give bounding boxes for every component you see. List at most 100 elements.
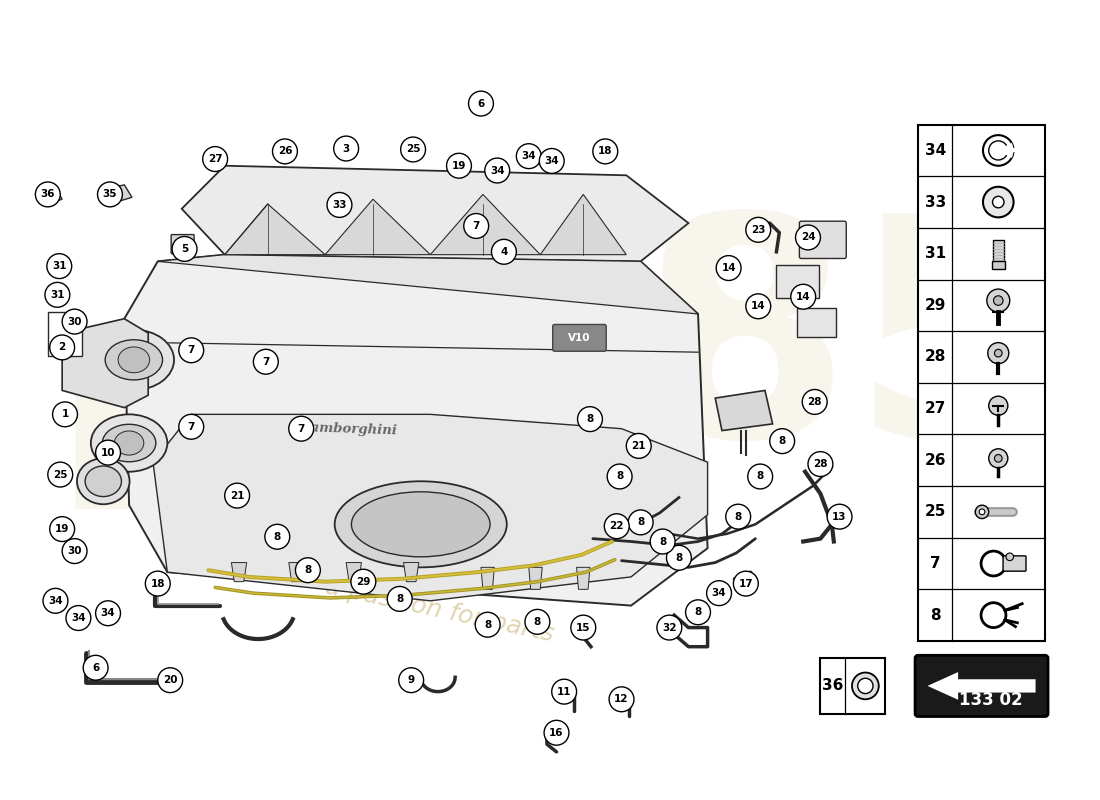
Text: 30: 30 — [67, 546, 81, 556]
Circle shape — [993, 296, 1003, 306]
Circle shape — [400, 137, 426, 162]
Text: 14: 14 — [751, 302, 766, 311]
Circle shape — [45, 282, 69, 307]
Circle shape — [988, 342, 1009, 364]
Circle shape — [994, 350, 1002, 357]
Circle shape — [726, 504, 750, 529]
Circle shape — [746, 218, 771, 242]
Ellipse shape — [94, 330, 174, 390]
Circle shape — [650, 529, 675, 554]
Text: 10: 10 — [101, 447, 116, 458]
Circle shape — [47, 254, 72, 278]
Text: 8: 8 — [694, 607, 702, 618]
Wedge shape — [999, 142, 1013, 158]
Circle shape — [685, 600, 711, 625]
Circle shape — [202, 146, 228, 171]
Polygon shape — [224, 204, 326, 254]
Text: 6: 6 — [477, 98, 485, 109]
Circle shape — [398, 668, 424, 693]
Text: 36: 36 — [822, 678, 844, 694]
Text: 21: 21 — [230, 490, 244, 501]
Circle shape — [748, 464, 772, 489]
Circle shape — [626, 434, 651, 458]
Text: 11: 11 — [557, 686, 571, 697]
Circle shape — [485, 158, 509, 183]
Circle shape — [172, 237, 197, 262]
Circle shape — [469, 91, 494, 116]
Circle shape — [657, 615, 682, 640]
Text: 15: 15 — [576, 622, 591, 633]
Circle shape — [989, 141, 1008, 160]
Text: 23: 23 — [751, 225, 766, 234]
Polygon shape — [103, 185, 132, 204]
Text: 8: 8 — [930, 608, 940, 622]
FancyBboxPatch shape — [172, 234, 194, 254]
Text: 7: 7 — [297, 424, 305, 434]
Text: 18: 18 — [598, 146, 613, 156]
Circle shape — [989, 449, 1008, 468]
Circle shape — [157, 668, 183, 693]
Polygon shape — [540, 194, 626, 254]
Circle shape — [333, 136, 359, 161]
Text: 34: 34 — [48, 596, 63, 606]
Text: 34: 34 — [101, 608, 116, 618]
Text: 35: 35 — [102, 190, 118, 199]
Circle shape — [145, 571, 170, 596]
Circle shape — [795, 225, 821, 250]
FancyBboxPatch shape — [798, 308, 836, 337]
Text: Lamborghini: Lamborghini — [301, 421, 397, 437]
Text: 29: 29 — [356, 577, 371, 586]
Text: 19: 19 — [452, 161, 466, 170]
Text: 14: 14 — [796, 292, 811, 302]
Text: 27: 27 — [208, 154, 222, 164]
Circle shape — [607, 464, 632, 489]
Circle shape — [571, 615, 596, 640]
Polygon shape — [927, 672, 1035, 700]
Circle shape — [976, 505, 989, 518]
Text: 28: 28 — [924, 350, 946, 365]
Text: 8: 8 — [534, 617, 541, 627]
Text: 36: 36 — [41, 190, 55, 199]
FancyBboxPatch shape — [800, 221, 846, 258]
Text: 4: 4 — [500, 246, 507, 257]
Circle shape — [289, 416, 314, 441]
Text: 9: 9 — [408, 675, 415, 685]
Circle shape — [609, 687, 634, 712]
Circle shape — [327, 193, 352, 218]
Circle shape — [979, 509, 984, 514]
Text: 20: 20 — [163, 675, 177, 685]
Circle shape — [628, 510, 653, 535]
Text: 34: 34 — [924, 143, 946, 158]
Text: 14: 14 — [722, 263, 736, 273]
FancyBboxPatch shape — [777, 265, 818, 298]
Text: 8: 8 — [396, 594, 404, 604]
Ellipse shape — [106, 340, 163, 380]
Circle shape — [98, 182, 122, 207]
Circle shape — [296, 558, 320, 582]
Circle shape — [539, 149, 564, 174]
Text: 18: 18 — [151, 578, 165, 589]
Circle shape — [746, 294, 771, 318]
Circle shape — [96, 601, 121, 626]
Circle shape — [770, 429, 794, 454]
Text: 34: 34 — [72, 613, 86, 623]
Ellipse shape — [102, 424, 156, 462]
Polygon shape — [404, 562, 419, 582]
Ellipse shape — [114, 431, 144, 455]
Circle shape — [63, 538, 87, 563]
Text: 26: 26 — [277, 146, 293, 156]
Circle shape — [179, 338, 204, 362]
FancyBboxPatch shape — [991, 262, 1005, 269]
Text: 32: 32 — [662, 622, 676, 633]
FancyBboxPatch shape — [552, 325, 606, 351]
Circle shape — [43, 588, 68, 614]
Circle shape — [84, 655, 108, 680]
Circle shape — [475, 612, 500, 637]
Text: 8: 8 — [586, 414, 594, 424]
Text: 34: 34 — [521, 151, 536, 161]
Circle shape — [987, 289, 1010, 312]
Text: 7: 7 — [930, 556, 940, 571]
Text: 1: 1 — [62, 410, 68, 419]
Circle shape — [802, 390, 827, 414]
Circle shape — [35, 182, 60, 207]
